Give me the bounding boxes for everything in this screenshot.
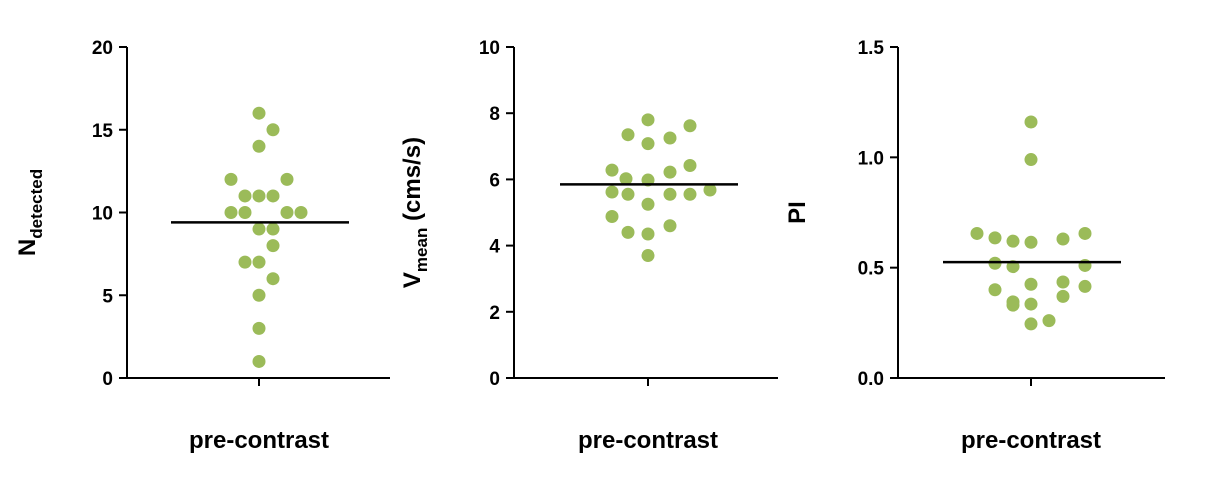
y-tick-label: 20 bbox=[92, 38, 113, 59]
data-point bbox=[605, 185, 619, 199]
data-point bbox=[641, 227, 655, 241]
data-point bbox=[641, 249, 655, 263]
y-tick-label: 1.0 bbox=[858, 148, 884, 169]
data-point bbox=[683, 119, 697, 133]
y-axis-label-main: N bbox=[14, 239, 41, 256]
data-point bbox=[619, 172, 633, 186]
y-tick-label: 0.0 bbox=[858, 369, 884, 390]
data-point bbox=[663, 131, 677, 145]
y-tick-label: 1.5 bbox=[858, 38, 885, 59]
y-tick-label: 15 bbox=[92, 121, 114, 142]
y-tick-label: 0 bbox=[489, 369, 500, 390]
data-point bbox=[988, 283, 1002, 297]
data-point bbox=[663, 219, 677, 233]
data-point bbox=[605, 209, 619, 223]
data-point bbox=[252, 222, 266, 236]
data-point bbox=[224, 172, 238, 186]
data-point bbox=[1024, 277, 1038, 291]
data-point bbox=[294, 206, 308, 219]
data-point bbox=[1024, 297, 1038, 311]
data-point bbox=[1024, 153, 1038, 167]
data-point bbox=[252, 106, 266, 120]
data-point bbox=[1078, 226, 1092, 240]
data-point bbox=[266, 123, 280, 137]
data-point bbox=[663, 165, 677, 179]
data-point bbox=[1006, 298, 1020, 312]
data-point bbox=[266, 222, 280, 236]
data-point bbox=[252, 321, 266, 335]
y-axis-label-unit: (cms/s) bbox=[399, 137, 426, 228]
data-point bbox=[621, 187, 635, 201]
data-point bbox=[641, 137, 655, 151]
y-tick-label: 8 bbox=[489, 104, 500, 125]
data-point bbox=[252, 189, 266, 203]
data-point bbox=[266, 189, 280, 203]
chart-panel-2: 0 2 4 6 8 10 pre-contrast Vmean (cms/s) bbox=[399, 38, 778, 454]
data-point bbox=[238, 206, 252, 219]
y-axis-label: Ndetected bbox=[14, 169, 46, 256]
data-point bbox=[1078, 279, 1092, 293]
data-point bbox=[1024, 235, 1038, 249]
data-point bbox=[252, 354, 266, 368]
x-axis-label: pre-contrast bbox=[961, 427, 1101, 454]
data-point bbox=[1024, 317, 1038, 331]
data-point bbox=[280, 172, 294, 186]
y-tick-label: 4 bbox=[489, 237, 500, 258]
data-point bbox=[1006, 234, 1020, 248]
y-tick-label: 5 bbox=[102, 286, 113, 307]
y-axis-label-subscript: mean bbox=[412, 228, 431, 272]
data-point bbox=[970, 226, 984, 240]
data-point bbox=[224, 206, 238, 219]
data-point bbox=[988, 231, 1002, 245]
chart-panel-3: 0.0 0.5 1.0 1.5 pre-contrast PI bbox=[784, 38, 1165, 454]
data-point bbox=[703, 183, 717, 197]
y-axis-label-subscript: detected bbox=[27, 169, 46, 239]
data-point bbox=[280, 206, 294, 219]
data-point bbox=[252, 255, 266, 269]
y-tick-label: 0.5 bbox=[858, 259, 885, 280]
data-point bbox=[641, 197, 655, 211]
x-axis-label: pre-contrast bbox=[189, 427, 329, 454]
data-point bbox=[683, 187, 697, 201]
data-point bbox=[1056, 289, 1070, 303]
data-point bbox=[641, 113, 655, 127]
data-point bbox=[252, 288, 266, 302]
data-point bbox=[266, 272, 280, 286]
chart-panel-1: 0 5 10 15 20 pre-contrast Ndetected bbox=[14, 38, 390, 454]
y-axis-label: Vmean (cms/s) bbox=[399, 137, 431, 288]
y-tick-label: 2 bbox=[489, 303, 500, 324]
data-point bbox=[238, 189, 252, 203]
y-axis-label: PI bbox=[784, 201, 811, 224]
data-point bbox=[683, 158, 697, 172]
y-tick-label: 10 bbox=[92, 204, 113, 225]
data-point bbox=[605, 163, 619, 177]
data-point bbox=[663, 187, 677, 201]
data-point bbox=[252, 139, 266, 153]
y-tick-label: 10 bbox=[479, 38, 500, 59]
y-tick-label: 0 bbox=[102, 369, 113, 390]
data-point bbox=[266, 239, 280, 253]
data-point bbox=[1056, 232, 1070, 246]
data-point bbox=[238, 255, 252, 269]
data-point bbox=[1056, 275, 1070, 289]
data-point bbox=[1042, 314, 1056, 328]
data-point bbox=[621, 225, 635, 239]
x-axis-label: pre-contrast bbox=[578, 427, 718, 454]
data-point bbox=[621, 128, 635, 142]
y-axis-label-main: V bbox=[399, 272, 426, 288]
y-tick-label: 6 bbox=[489, 170, 500, 191]
y-axis-label-main: PI bbox=[784, 201, 811, 224]
data-point bbox=[1024, 115, 1038, 129]
